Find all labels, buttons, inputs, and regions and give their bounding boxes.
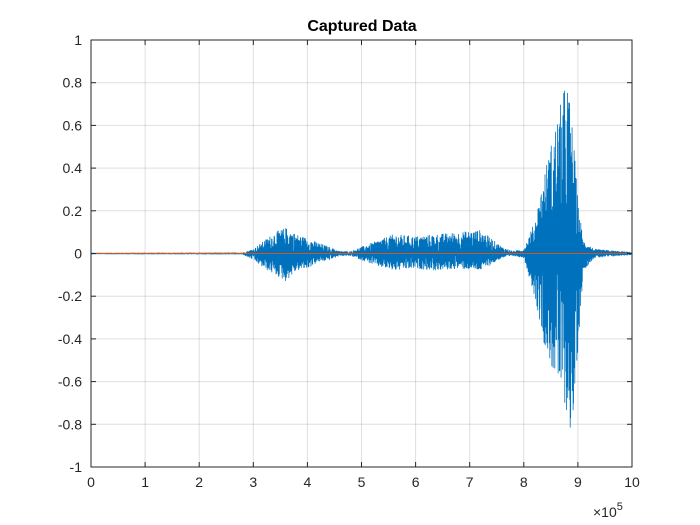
x-tick-label: 10 bbox=[624, 474, 640, 490]
y-tick-label: 0 bbox=[74, 246, 82, 262]
x-tick-label: 8 bbox=[520, 474, 528, 490]
x-tick-labels: 0 1 2 3 4 5 6 7 8 9 10 bbox=[87, 474, 640, 490]
x-axis-exponent: ×105 bbox=[593, 501, 623, 520]
y-tick-label: -0.2 bbox=[58, 288, 82, 304]
y-tick-label: -0.4 bbox=[58, 331, 82, 347]
x-tick-label: 3 bbox=[249, 474, 257, 490]
x-axis-exponent-power: 5 bbox=[617, 501, 623, 513]
plot-area bbox=[91, 90, 632, 428]
y-tick-label: -1 bbox=[70, 459, 83, 475]
ticks bbox=[90, 39, 633, 468]
x-axis-exponent-base: ×10 bbox=[593, 504, 617, 520]
x-tick-label: 4 bbox=[304, 474, 312, 490]
y-tick-label: 0.8 bbox=[63, 75, 83, 91]
x-tick-label: 1 bbox=[141, 474, 149, 490]
x-tick-label: 9 bbox=[574, 474, 582, 490]
x-tick-label: 5 bbox=[358, 474, 366, 490]
y-tick-label: -0.6 bbox=[58, 374, 82, 390]
chart-title: Captured Data bbox=[307, 18, 416, 35]
series-layer bbox=[91, 90, 632, 428]
x-tick-label: 7 bbox=[466, 474, 474, 490]
y-tick-label: 0.4 bbox=[63, 160, 83, 176]
y-tick-label: 0.6 bbox=[63, 117, 83, 133]
y-tick-labels: 1 0.8 0.6 0.4 0.2 0 -0.2 -0.4 -0.6 -0.8 -1 bbox=[58, 32, 82, 475]
x-tick-label: 0 bbox=[87, 474, 95, 490]
x-tick-label: 2 bbox=[195, 474, 203, 490]
y-tick-label: 0.2 bbox=[63, 203, 83, 219]
x-tick-label: 6 bbox=[412, 474, 420, 490]
y-tick-label: -0.8 bbox=[58, 416, 82, 432]
y-tick-label: 1 bbox=[74, 32, 82, 48]
